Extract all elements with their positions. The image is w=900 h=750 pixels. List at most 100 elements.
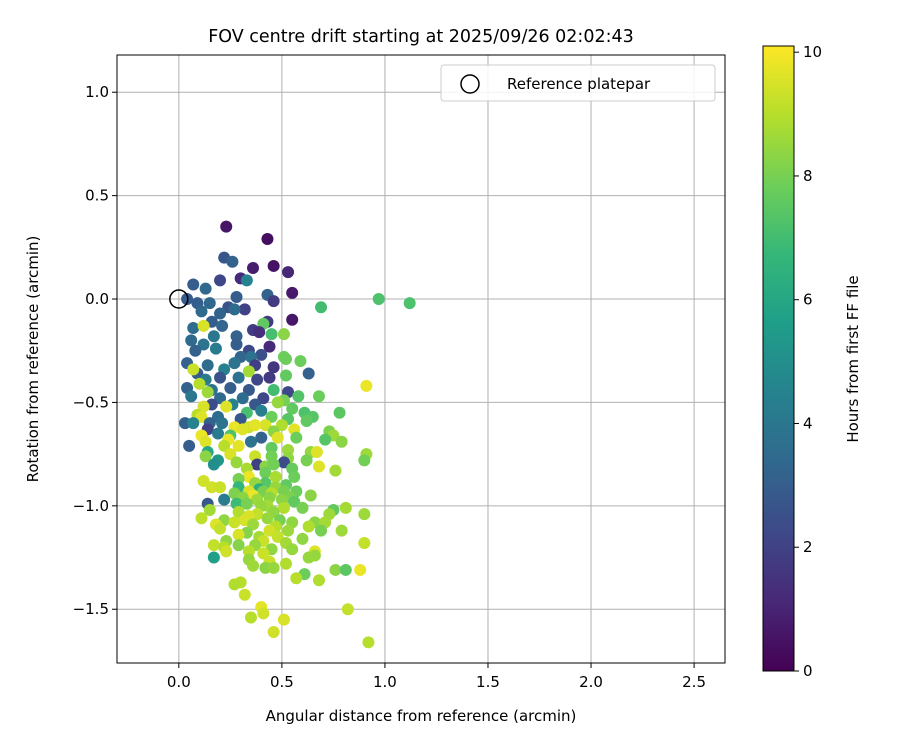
data-point: [267, 384, 280, 397]
scatter-points: [179, 220, 416, 649]
data-point: [296, 501, 309, 514]
data-point: [232, 506, 245, 519]
data-point: [195, 410, 208, 423]
data-point: [247, 559, 260, 572]
data-point: [195, 512, 208, 525]
data-point: [242, 545, 255, 558]
data-point: [232, 528, 245, 541]
data-point: [267, 625, 280, 638]
data-point: [263, 340, 276, 353]
data-point: [236, 423, 249, 436]
data-point: [282, 524, 295, 537]
data-point: [205, 481, 218, 494]
data-point: [280, 369, 293, 382]
data-point: [199, 450, 212, 463]
y-axis-label: Rotation from reference (arcmin): [24, 236, 42, 483]
data-point: [253, 326, 266, 339]
data-point: [362, 636, 375, 649]
data-point: [277, 328, 290, 341]
data-point: [251, 373, 264, 386]
data-point: [238, 588, 251, 601]
data-point: [300, 454, 313, 467]
data-point: [230, 330, 243, 343]
data-point: [240, 497, 253, 510]
data-point: [232, 539, 245, 552]
data-point: [339, 501, 352, 514]
data-point: [187, 278, 200, 291]
data-point: [329, 464, 342, 477]
legend: Reference platepar: [440, 64, 716, 102]
data-point: [265, 441, 278, 454]
data-point: [310, 446, 323, 459]
reference-layer: [169, 289, 189, 309]
colorbar-label: Hours from first FF file: [844, 275, 862, 442]
colorbar-tick-label: 8: [803, 167, 813, 185]
x-tick-label: 0.0: [167, 673, 191, 691]
data-point: [224, 448, 237, 461]
data-point: [339, 563, 352, 576]
data-point: [247, 518, 260, 531]
data-point: [183, 439, 196, 452]
data-point: [230, 290, 243, 303]
data-point: [214, 522, 227, 535]
data-point: [290, 431, 303, 444]
data-point: [257, 392, 270, 405]
data-point: [300, 415, 313, 428]
data-point: [267, 259, 280, 272]
data-point: [181, 293, 194, 306]
x-axis-ticks: 0.0 0.5 1.0 1.5 2.0 2.5: [167, 663, 706, 691]
y-tick-label: −1.5: [73, 600, 109, 618]
data-point: [203, 297, 216, 310]
data-point: [228, 578, 241, 591]
data-point: [257, 607, 270, 620]
data-point: [207, 330, 220, 343]
data-point: [230, 338, 243, 351]
colorbar-tick-label: 4: [803, 414, 813, 432]
data-point: [242, 384, 255, 397]
data-point: [257, 547, 270, 560]
data-point: [201, 359, 214, 372]
data-point: [218, 439, 231, 452]
data-point: [216, 319, 229, 332]
data-point: [294, 355, 307, 368]
x-tick-label: 1.0: [373, 673, 397, 691]
data-point: [282, 443, 295, 456]
data-point: [286, 402, 299, 415]
data-point: [372, 293, 385, 306]
data-point: [358, 537, 371, 550]
data-point: [187, 321, 200, 334]
data-point: [302, 551, 315, 564]
data-point: [240, 274, 253, 287]
data-point: [312, 460, 325, 473]
data-point: [226, 255, 239, 268]
x-tick-label: 0.5: [270, 673, 294, 691]
data-point: [228, 516, 241, 529]
data-point: [335, 524, 348, 537]
data-point: [269, 470, 282, 483]
data-point: [197, 400, 210, 413]
data-point: [265, 328, 278, 341]
chart-title: FOV centre drift starting at 2025/09/26 …: [208, 27, 634, 47]
data-point: [315, 524, 328, 537]
data-point: [333, 406, 346, 419]
data-point: [304, 489, 317, 502]
data-point: [267, 361, 280, 374]
data-point: [232, 371, 245, 384]
data-point: [312, 574, 325, 587]
data-point: [244, 611, 257, 624]
data-point: [228, 357, 241, 370]
reference-platepar-marker: [169, 289, 189, 309]
data-point: [277, 456, 290, 469]
data-point: [230, 456, 243, 469]
data-point: [280, 353, 293, 365]
colorbar-ticks: 0 2 4 6 8 10: [794, 43, 822, 680]
data-point: [312, 390, 325, 403]
colorbar-gradient: [762, 45, 795, 672]
data-point: [201, 386, 214, 399]
x-tick-label: 1.5: [476, 673, 500, 691]
data-point: [271, 530, 284, 543]
data-point: [259, 419, 272, 432]
data-point: [228, 303, 241, 316]
data-point: [277, 613, 290, 626]
